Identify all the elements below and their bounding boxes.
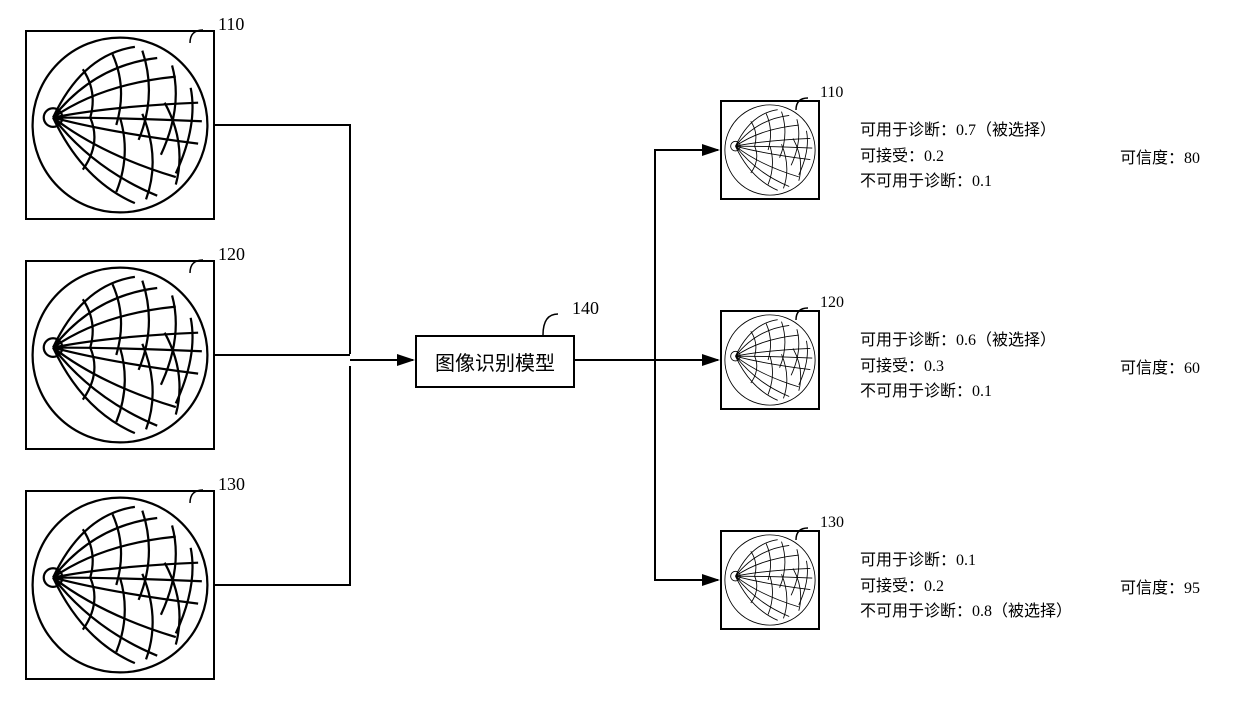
ref-label-120-in: 120 xyxy=(218,244,245,265)
ref-label-120-out: 120 xyxy=(820,294,844,312)
output-image-110 xyxy=(720,100,820,200)
score-usable: 可用于诊断：0.1 xyxy=(860,548,1072,574)
result-block-110: 可用于诊断：0.7（被选择） 可接受：0.2 不可用于诊断：0.1 xyxy=(860,118,1056,195)
ref-label-130-in: 130 xyxy=(218,474,245,495)
input-image-120 xyxy=(25,260,215,450)
result-block-130: 可用于诊断：0.1 可接受：0.2 不可用于诊断：0.8（被选择） xyxy=(860,548,1072,625)
ref-label-110-out: 110 xyxy=(820,84,843,102)
output-image-130 xyxy=(720,530,820,630)
score-unusable: 不可用于诊断：0.1 xyxy=(860,379,1056,405)
score-unusable: 不可用于诊断：0.1 xyxy=(860,169,1056,195)
ref-label-140: 140 xyxy=(572,298,599,319)
score-usable: 可用于诊断：0.6（被选择） xyxy=(860,328,1056,354)
model-label: 图像识别模型 xyxy=(435,353,555,375)
score-acceptable: 可接受：0.2 xyxy=(860,574,1072,600)
score-acceptable: 可接受：0.3 xyxy=(860,354,1056,380)
score-usable: 可用于诊断：0.7（被选择） xyxy=(860,118,1056,144)
input-image-130 xyxy=(25,490,215,680)
output-image-120 xyxy=(720,310,820,410)
input-image-110 xyxy=(25,30,215,220)
confidence-120: 可信度：60 xyxy=(1120,354,1200,378)
confidence-130: 可信度：95 xyxy=(1120,574,1200,598)
ref-label-130-out: 130 xyxy=(820,514,844,532)
model-box: 图像识别模型 xyxy=(415,335,575,388)
score-unusable: 不可用于诊断：0.8（被选择） xyxy=(860,599,1072,625)
confidence-110: 可信度：80 xyxy=(1120,144,1200,168)
score-acceptable: 可接受：0.2 xyxy=(860,144,1056,170)
result-block-120: 可用于诊断：0.6（被选择） 可接受：0.3 不可用于诊断：0.1 xyxy=(860,328,1056,405)
ref-label-110-in: 110 xyxy=(218,14,244,35)
